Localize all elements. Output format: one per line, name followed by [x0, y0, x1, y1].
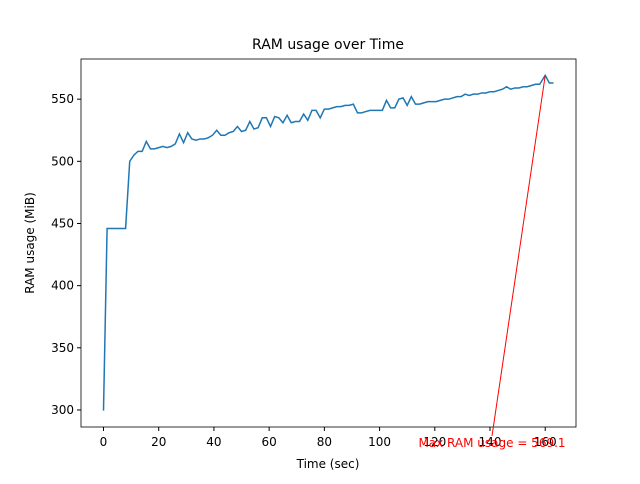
- plot-area: [80, 58, 577, 428]
- annotation-arrow: [491, 75, 546, 437]
- y-tick-label: 500: [51, 154, 74, 168]
- y-tick-label: 300: [51, 403, 74, 417]
- x-axis-label: Time (sec): [296, 457, 360, 471]
- x-tick-label: 140: [479, 435, 502, 449]
- x-tick-label: 0: [100, 435, 108, 449]
- annotation: Max RAM usage = 569.1: [418, 436, 565, 450]
- x-tick-label: 40: [206, 435, 221, 449]
- x-tick-label: 100: [368, 435, 391, 449]
- x-tick-label: 160: [534, 435, 557, 449]
- y-tick-label: 550: [51, 92, 74, 106]
- y-tick-label: 350: [51, 341, 74, 355]
- x-tick-label: 20: [151, 435, 166, 449]
- line: [102, 73, 554, 411]
- y-axis-label: RAM usage (MiB): [23, 192, 37, 294]
- y-tick-label: 400: [51, 279, 74, 293]
- x-tick-label: 80: [317, 435, 332, 449]
- x-tick-label: 60: [262, 435, 277, 449]
- x-tick-label: 120: [423, 435, 446, 449]
- y-tick-label: 450: [51, 216, 74, 230]
- chart-title: RAM usage over Time: [252, 37, 404, 53]
